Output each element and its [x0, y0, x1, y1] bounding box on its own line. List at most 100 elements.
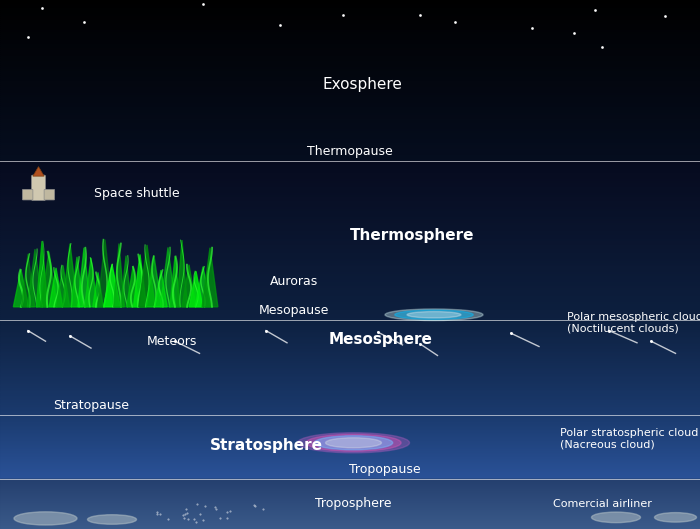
Bar	[0, 28, 700, 30]
Bar	[0, 359, 700, 361]
Polygon shape	[146, 256, 162, 307]
Bar	[0, 0, 700, 2]
Bar	[0, 475, 700, 476]
Bar	[0, 411, 700, 412]
Bar	[0, 450, 700, 451]
Bar	[0, 316, 700, 318]
Bar	[0, 441, 700, 442]
Bar	[0, 449, 700, 450]
Bar	[0, 298, 700, 300]
Bar	[0, 507, 700, 508]
Bar	[0, 386, 700, 387]
Bar	[0, 42, 700, 44]
Bar	[0, 207, 700, 209]
Polygon shape	[139, 245, 155, 307]
Bar	[0, 521, 700, 522]
Bar	[0, 416, 700, 417]
Bar	[0, 444, 700, 445]
Bar	[0, 383, 700, 384]
Bar	[0, 512, 700, 513]
Bar	[0, 460, 700, 461]
Bar	[0, 244, 700, 247]
Bar	[0, 412, 700, 413]
Bar	[0, 318, 700, 320]
Bar	[0, 355, 700, 357]
Bar	[0, 259, 700, 260]
Bar	[0, 22, 700, 24]
Bar	[0, 495, 700, 496]
Bar	[0, 510, 700, 511]
Bar	[0, 312, 700, 314]
Bar	[0, 20, 700, 22]
Bar	[0, 525, 700, 526]
Bar	[0, 520, 700, 521]
Bar	[0, 418, 700, 419]
Bar	[0, 57, 700, 59]
Text: Polar mesospheric clouds
(Noctilucent clouds): Polar mesospheric clouds (Noctilucent cl…	[567, 312, 700, 333]
Ellipse shape	[592, 512, 640, 523]
Bar	[0, 387, 700, 388]
Bar	[0, 461, 700, 462]
Ellipse shape	[306, 434, 401, 451]
Bar	[0, 447, 700, 448]
Polygon shape	[36, 241, 48, 307]
Bar	[0, 243, 700, 244]
Bar	[0, 52, 700, 54]
Bar	[0, 405, 700, 406]
Bar	[0, 524, 700, 525]
Bar	[0, 296, 700, 298]
Bar	[0, 153, 700, 156]
Bar	[0, 159, 700, 161]
Bar	[0, 304, 700, 306]
Bar	[0, 420, 700, 421]
Bar	[0, 440, 700, 441]
Bar	[0, 353, 700, 354]
Bar	[0, 131, 700, 133]
Bar	[0, 14, 700, 16]
Bar	[0, 340, 700, 342]
Bar	[0, 276, 700, 278]
Bar	[0, 174, 700, 175]
Bar	[0, 278, 700, 280]
Bar	[0, 486, 700, 487]
Bar	[0, 457, 700, 458]
Bar	[0, 326, 700, 327]
Bar	[0, 229, 700, 231]
Polygon shape	[189, 271, 203, 307]
Bar	[0, 401, 700, 402]
Text: Stratosphere: Stratosphere	[210, 438, 323, 453]
Bar	[0, 382, 700, 383]
Bar	[0, 310, 700, 312]
Polygon shape	[113, 243, 125, 307]
Bar	[0, 181, 700, 183]
Bar	[0, 67, 700, 69]
Bar	[0, 496, 700, 497]
Bar	[0, 290, 700, 292]
Bar	[0, 286, 700, 288]
Text: Auroras: Auroras	[270, 276, 318, 288]
Bar	[0, 490, 700, 491]
Bar	[0, 267, 700, 268]
Polygon shape	[21, 254, 35, 307]
Bar	[0, 213, 700, 215]
Bar	[0, 62, 700, 65]
Bar	[0, 4, 700, 6]
Bar	[0, 18, 700, 20]
Bar	[0, 350, 700, 351]
Bar	[0, 469, 700, 470]
Bar	[0, 264, 700, 267]
Bar	[0, 121, 700, 123]
Bar	[0, 442, 700, 443]
Bar	[0, 423, 700, 424]
Bar	[0, 187, 700, 189]
Text: Stratopause: Stratopause	[53, 399, 129, 412]
Text: Troposphere: Troposphere	[315, 497, 391, 510]
Bar	[0, 177, 700, 179]
Bar	[0, 10, 700, 12]
Bar	[0, 282, 700, 284]
Bar	[0, 501, 700, 502]
Bar	[0, 483, 700, 484]
Bar	[0, 357, 700, 358]
Text: Thermosphere: Thermosphere	[350, 228, 475, 243]
Ellipse shape	[88, 515, 136, 524]
